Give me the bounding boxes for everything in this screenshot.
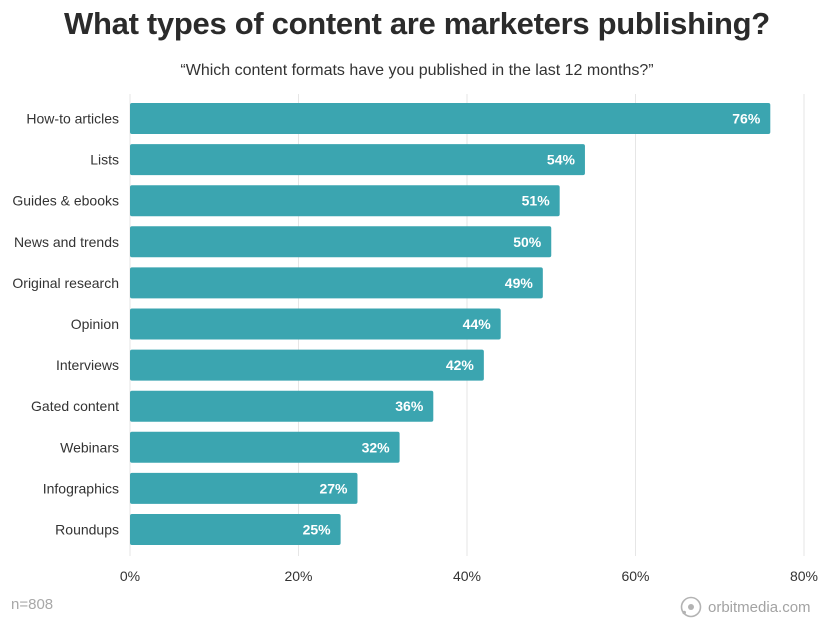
bar-value-label: 54% bbox=[547, 152, 576, 168]
chart-subtitle: “Which content formats have you publishe… bbox=[180, 62, 654, 79]
category-label: How-to articles bbox=[26, 111, 119, 127]
category-label: Roundups bbox=[55, 522, 119, 538]
category-label: Original research bbox=[12, 275, 119, 291]
bar-value-label: 44% bbox=[463, 316, 492, 332]
bar-value-label: 50% bbox=[513, 234, 542, 250]
bar bbox=[130, 308, 501, 340]
category-label: Webinars bbox=[60, 439, 119, 455]
bar bbox=[130, 226, 552, 258]
bar bbox=[130, 514, 341, 545]
category-label: News and trends bbox=[14, 234, 119, 250]
bar-value-label: 51% bbox=[522, 193, 551, 209]
bar bbox=[130, 144, 585, 176]
x-tick-label: 20% bbox=[284, 568, 312, 584]
bar bbox=[130, 390, 434, 422]
category-label: Interviews bbox=[56, 357, 119, 373]
x-tick-label: 60% bbox=[621, 568, 649, 584]
category-label: Infographics bbox=[43, 480, 119, 496]
category-label: Gated content bbox=[31, 398, 119, 414]
bar-chart: 76% 54% 51% 50% 49% 44% 42% 36% 32% 27% 25% How-to… bbox=[12, 94, 818, 584]
bar-value-label: 32% bbox=[362, 439, 391, 455]
brand-text: orbitmedia.com bbox=[708, 598, 811, 616]
bar bbox=[130, 349, 484, 381]
orbit-logo-icon bbox=[680, 596, 702, 618]
bar bbox=[130, 103, 771, 134]
chart-title: What types of content are marketers publ… bbox=[64, 6, 770, 41]
category-label: Lists bbox=[90, 152, 119, 168]
x-axis-tick-labels: 0% 20% 40% 60% 80% bbox=[120, 568, 818, 584]
sample-size-note: n=808 bbox=[11, 596, 54, 613]
bar-value-label: 42% bbox=[446, 357, 475, 373]
bar bbox=[130, 267, 543, 299]
category-label: Opinion bbox=[71, 316, 119, 332]
bar bbox=[130, 472, 358, 504]
bar bbox=[130, 431, 400, 463]
x-tick-label: 0% bbox=[120, 568, 140, 584]
x-tick-label: 40% bbox=[453, 568, 481, 584]
brand-watermark: orbitmedia.com bbox=[680, 596, 811, 618]
category-label: Guides & ebooks bbox=[12, 193, 119, 209]
bar-value-label: 36% bbox=[395, 398, 424, 414]
bar-value-label: 76% bbox=[732, 111, 761, 127]
bar-value-label: 25% bbox=[303, 522, 332, 538]
bar-value-label: 49% bbox=[505, 275, 534, 291]
category-labels: How-to articles Lists Guides & ebooks News … bbox=[12, 111, 119, 538]
bar bbox=[130, 185, 560, 217]
x-tick-label: 80% bbox=[790, 568, 818, 584]
bar-value-label: 27% bbox=[319, 480, 348, 496]
bars: 76% 54% 51% 50% 49% 44% 42% 36% 32% 27% 25% bbox=[130, 103, 771, 545]
